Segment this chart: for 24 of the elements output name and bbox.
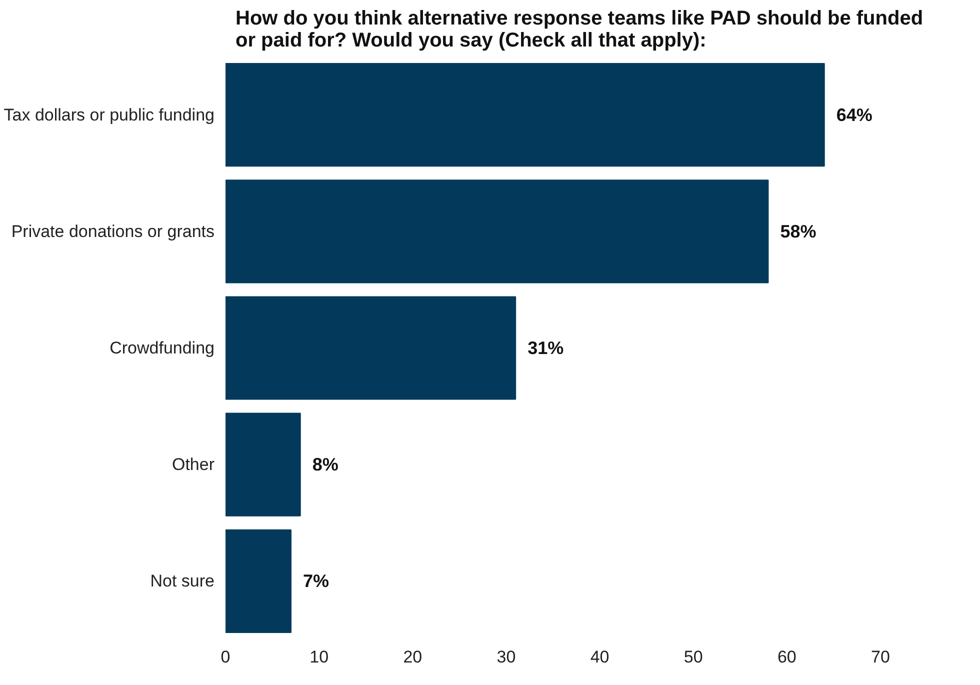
bar	[226, 180, 769, 284]
y-tick-label: Private donations or grants	[11, 222, 214, 241]
x-tick-label: 70	[871, 648, 890, 666]
data-label: 7%	[303, 571, 330, 592]
x-tick-label: 30	[496, 648, 516, 666]
x-tick-label: 40	[590, 648, 610, 666]
data-label: 64%	[836, 104, 872, 125]
bar	[226, 412, 301, 516]
chart-title: How do you think alternative response teams like PAD should be funded or paid for? Would you say (Check all that apply):	[236, 8, 924, 52]
bar	[226, 296, 516, 400]
y-tick-label: Not sure	[150, 572, 214, 591]
bar	[226, 62, 825, 167]
y-tick-label: Other	[172, 455, 215, 474]
data-label: 8%	[312, 454, 338, 475]
data-label: 58%	[780, 221, 816, 242]
y-tick-label: Tax dollars or public funding	[4, 105, 214, 124]
x-tick-label: 0	[220, 648, 230, 666]
data-label: 31%	[528, 338, 564, 358]
y-tick-label: Crowdfunding	[110, 338, 215, 358]
x-tick-label: 50	[684, 648, 703, 666]
bar	[226, 529, 292, 634]
x-tick-label: 20	[403, 648, 422, 666]
x-tick-label: 60	[777, 648, 796, 666]
x-tick-label: 10	[310, 648, 329, 666]
